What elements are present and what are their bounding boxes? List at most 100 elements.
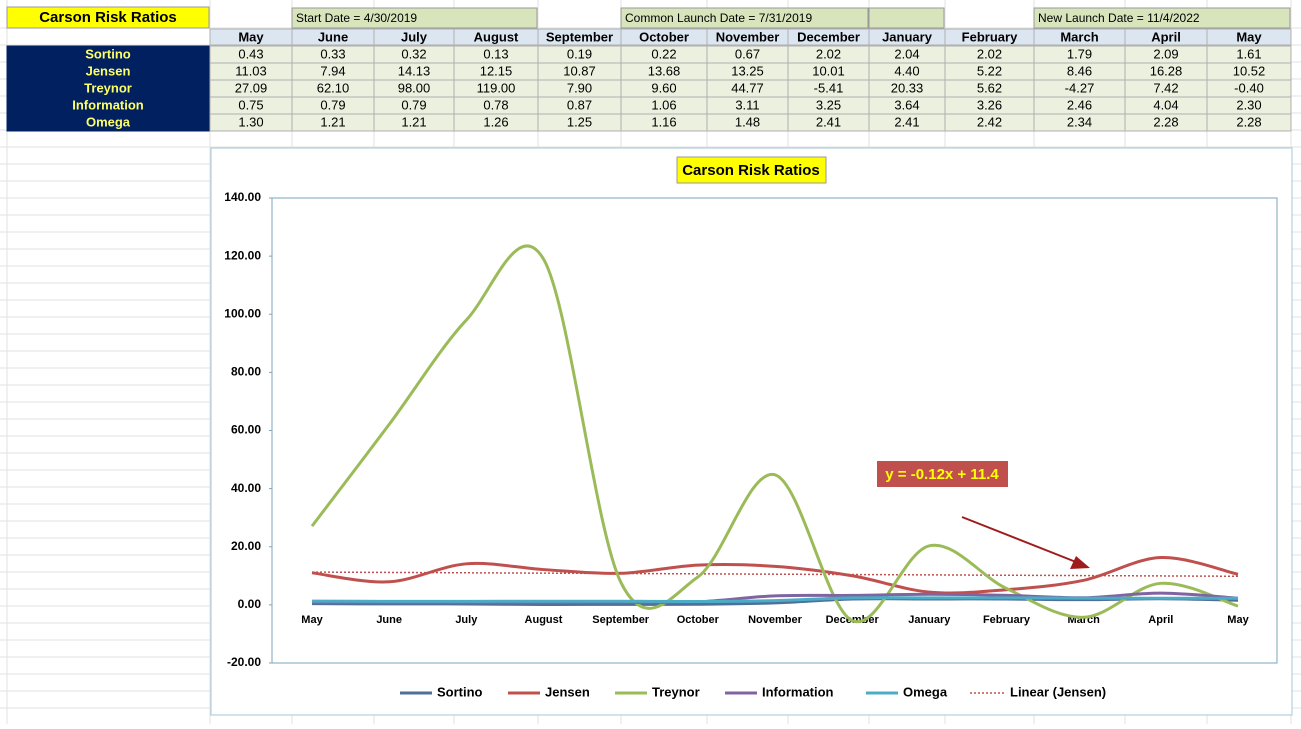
cell-value: 119.00 [477,80,516,95]
legend-label: Linear (Jensen) [1010,684,1106,699]
sheet-title: Carson Risk Ratios [39,9,177,26]
y-tick-label: 20.00 [231,539,261,553]
chart-title-box [676,156,827,184]
cell-value: 2.41 [894,114,919,129]
y-tick-label: 120.00 [224,248,261,262]
cell-value: -4.27 [1065,80,1095,95]
cell-value: 0.32 [401,46,426,61]
column-header: December [797,29,860,44]
column-header: June [318,29,348,44]
cell-value: 5.22 [977,63,1002,78]
cell-value: 0.19 [567,46,592,61]
cell-value: -5.41 [814,80,844,95]
cell-value: 98.00 [398,80,431,95]
cell-value: 2.30 [1236,97,1261,112]
y-tick-label: 40.00 [231,481,261,495]
header-cell [1206,28,1292,46]
column-header: October [639,29,689,44]
cell-value: 0.79 [320,97,345,112]
cell-value: 9.60 [651,80,676,95]
x-tick-label: May [301,614,323,626]
cell-value: 20.33 [891,80,924,95]
cell-value: 5.62 [977,80,1002,95]
legend-label: Sortino [437,684,483,699]
cell-value: 2.02 [816,46,841,61]
cell-value: 2.46 [1067,97,1092,112]
arrow [961,516,1077,563]
row-label: Jensen [86,63,131,78]
banner-cell [868,7,945,29]
cell-value: 2.41 [816,114,841,129]
cell-value: 12.15 [480,63,513,78]
x-tick-label: October [677,614,720,626]
column-header: September [546,29,613,44]
trend-label: y = -0.12x + 11.4 [885,466,999,483]
row-label: Information [72,97,144,112]
cell-value: 10.87 [563,63,596,78]
legend-label: Jensen [545,684,590,699]
y-tick-label: 100.00 [224,306,261,320]
series-line [310,244,1239,624]
y-tick-label: 60.00 [231,423,261,437]
column-header: May [1236,29,1262,44]
y-tick-label: 140.00 [224,190,261,204]
x-tick-label: July [455,614,478,626]
y-tick-label: -20.00 [227,655,261,669]
x-tick-label: November [748,614,803,626]
cell-value: 0.79 [401,97,426,112]
cell-value: 0.78 [483,97,508,112]
cell-value: 10.52 [1233,63,1266,78]
x-tick-label: June [376,614,402,626]
banner-cell [620,7,869,29]
column-header: January [882,29,933,44]
cell-value: 13.25 [731,63,764,78]
trend-label-box [877,461,1008,487]
column-header: April [1151,29,1181,44]
cell-value: 0.43 [238,46,263,61]
banner: New Launch Date = 11/4/2022 [1038,11,1200,25]
cell-value: 16.28 [1150,63,1183,78]
cell-value: 7.94 [320,63,345,78]
x-tick-label: September [592,614,650,626]
cell-value: 1.26 [483,114,508,129]
series-line [311,556,1239,595]
cell-value: 0.13 [483,46,508,61]
row-label: Treynor [84,80,132,95]
column-header: November [716,29,780,44]
cell-value: 0.33 [320,46,345,61]
legend-label: Treynor [652,684,700,699]
y-tick-label: 80.00 [231,365,261,379]
column-header: August [474,29,519,44]
cell-value: 0.67 [735,46,760,61]
row-label: Sortino [85,46,131,61]
cell-value: 7.90 [567,80,592,95]
cell-value: 27.09 [235,80,268,95]
cell-value: 11.03 [235,63,267,78]
series-line [311,596,1239,604]
cell-value: 1.06 [651,97,676,112]
banner-cell [291,7,538,29]
cell-value: 3.11 [735,97,759,112]
cell-value: 7.42 [1153,80,1178,95]
column-header: February [962,29,1018,44]
x-tick-label: May [1227,614,1249,626]
chart-frame [210,147,1293,716]
cell-value: 62.10 [317,80,350,95]
cell-value: 0.87 [567,97,592,112]
x-tick-label: January [908,614,951,626]
arrow-head [1070,556,1090,569]
cell-value: 1.30 [238,114,263,129]
x-tick-label: April [1148,614,1173,626]
y-tick-label: 0.00 [238,597,262,611]
cell-value: 0.75 [238,97,263,112]
cell-value: 14.13 [398,63,431,78]
data-cell [1206,113,1292,132]
cell-value: 4.40 [894,63,919,78]
banner: Common Launch Date = 7/31/2019 [625,11,812,25]
x-tick-label: August [525,614,563,626]
cell-value: 8.46 [1067,63,1092,78]
cell-value: 10.01 [812,63,845,78]
cell-value: 2.09 [1153,46,1178,61]
cell-value: 0.22 [651,46,676,61]
cell-value: 2.42 [977,114,1002,129]
